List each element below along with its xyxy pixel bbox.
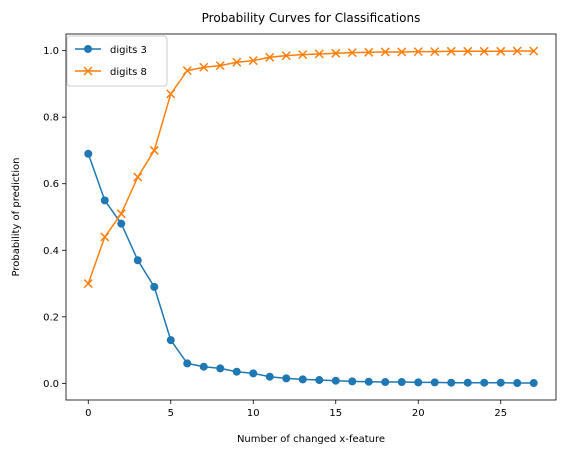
data-point-digits-3 <box>430 378 439 387</box>
data-point-digits-8 <box>413 47 423 57</box>
data-point-digits-8 <box>380 47 390 57</box>
data-point-digits-3 <box>282 374 291 383</box>
data-point-digits-8 <box>248 56 258 66</box>
x-axis: 0 5 10 15 20 25 <box>85 400 507 419</box>
data-point-digits-8 <box>446 46 456 56</box>
x-tick-label: 15 <box>329 408 342 419</box>
data-point-digits-8 <box>496 46 506 56</box>
y-tick-label: 0.8 <box>43 113 59 124</box>
data-point-digits-3 <box>364 377 373 386</box>
data-point-digits-8 <box>116 209 126 219</box>
x-tick-label: 25 <box>494 408 507 419</box>
data-point-digits-8 <box>479 46 489 56</box>
data-point-digits-3 <box>513 379 522 388</box>
data-point-digits-8 <box>298 50 308 60</box>
y-tick-label: 0.2 <box>43 312 59 323</box>
plot-frame <box>65 33 557 401</box>
y-axis: 0.0 0.2 0.4 0.6 0.8 1.0 <box>43 46 66 390</box>
data-point-digits-3 <box>315 376 324 385</box>
data-point-digits-3 <box>249 369 258 378</box>
data-point-digits-8 <box>397 47 407 57</box>
data-point-digits-8 <box>331 48 341 58</box>
plot-area <box>83 46 539 388</box>
data-point-digits-3 <box>150 282 159 291</box>
data-point-digits-8 <box>232 57 242 67</box>
y-tick-label: 0.0 <box>43 379 59 390</box>
data-point-digits-3 <box>463 378 472 387</box>
data-point-digits-3 <box>381 378 390 387</box>
data-point-digits-3 <box>199 362 208 371</box>
y-tick-label: 1.0 <box>43 46 59 57</box>
data-point-digits-3 <box>133 256 142 265</box>
x-axis-label: Number of changed x-feature <box>237 434 385 445</box>
data-point-digits-8 <box>364 47 374 57</box>
data-point-digits-3 <box>117 219 126 228</box>
legend: digits 3 digits 8 <box>66 35 168 87</box>
data-point-digits-3 <box>414 378 423 387</box>
data-point-digits-8 <box>529 46 539 56</box>
data-point-digits-8 <box>265 52 275 62</box>
data-point-digits-8 <box>347 48 357 58</box>
data-point-digits-3 <box>529 379 538 388</box>
data-point-digits-8 <box>199 62 209 72</box>
data-point-digits-3 <box>183 359 192 368</box>
series-line-digits-8 <box>87 50 534 284</box>
series-line-digits-3 <box>87 153 534 384</box>
data-point-digits-8 <box>512 46 522 56</box>
data-point-digits-8 <box>100 232 110 242</box>
x-tick-label: 5 <box>168 408 174 419</box>
legend-label-digits-8: digits 8 <box>110 67 147 78</box>
data-point-digits-8 <box>182 66 192 76</box>
data-point-digits-8 <box>314 49 324 59</box>
data-point-digits-3 <box>84 149 93 158</box>
data-point-digits-8 <box>463 46 473 56</box>
data-point-digits-3 <box>496 378 505 387</box>
legend-box <box>66 35 168 87</box>
data-point-digits-3 <box>447 378 456 387</box>
data-point-digits-8 <box>133 172 143 182</box>
data-point-digits-3 <box>480 378 489 387</box>
data-point-digits-3 <box>100 196 109 205</box>
data-point-digits-8 <box>215 61 225 71</box>
data-point-digits-8 <box>149 145 159 155</box>
y-tick-label: 0.4 <box>43 246 59 257</box>
legend-marker-digits-8 <box>83 66 93 76</box>
data-point-digits-3 <box>298 375 307 384</box>
y-tick-label: 0.6 <box>43 179 59 190</box>
data-point-digits-8 <box>430 47 440 57</box>
data-point-digits-8 <box>281 51 291 61</box>
x-tick-label: 0 <box>85 408 91 419</box>
legend-marker-digits-3 <box>84 45 92 53</box>
chart-title: Probability Curves for Classifications <box>202 11 421 25</box>
y-axis-label: Probability of prediction <box>11 157 22 276</box>
legend-label-digits-3: digits 3 <box>110 45 147 56</box>
data-point-digits-3 <box>397 378 406 387</box>
data-point-digits-8 <box>166 89 176 99</box>
x-tick-label: 20 <box>412 408 425 419</box>
data-point-digits-3 <box>265 372 274 381</box>
data-point-digits-3 <box>216 364 225 373</box>
data-point-digits-8 <box>83 279 93 289</box>
data-point-digits-3 <box>166 336 175 345</box>
data-point-digits-3 <box>331 376 340 385</box>
data-point-digits-3 <box>232 367 241 376</box>
data-point-digits-3 <box>348 377 357 386</box>
x-tick-label: 10 <box>247 408 260 419</box>
